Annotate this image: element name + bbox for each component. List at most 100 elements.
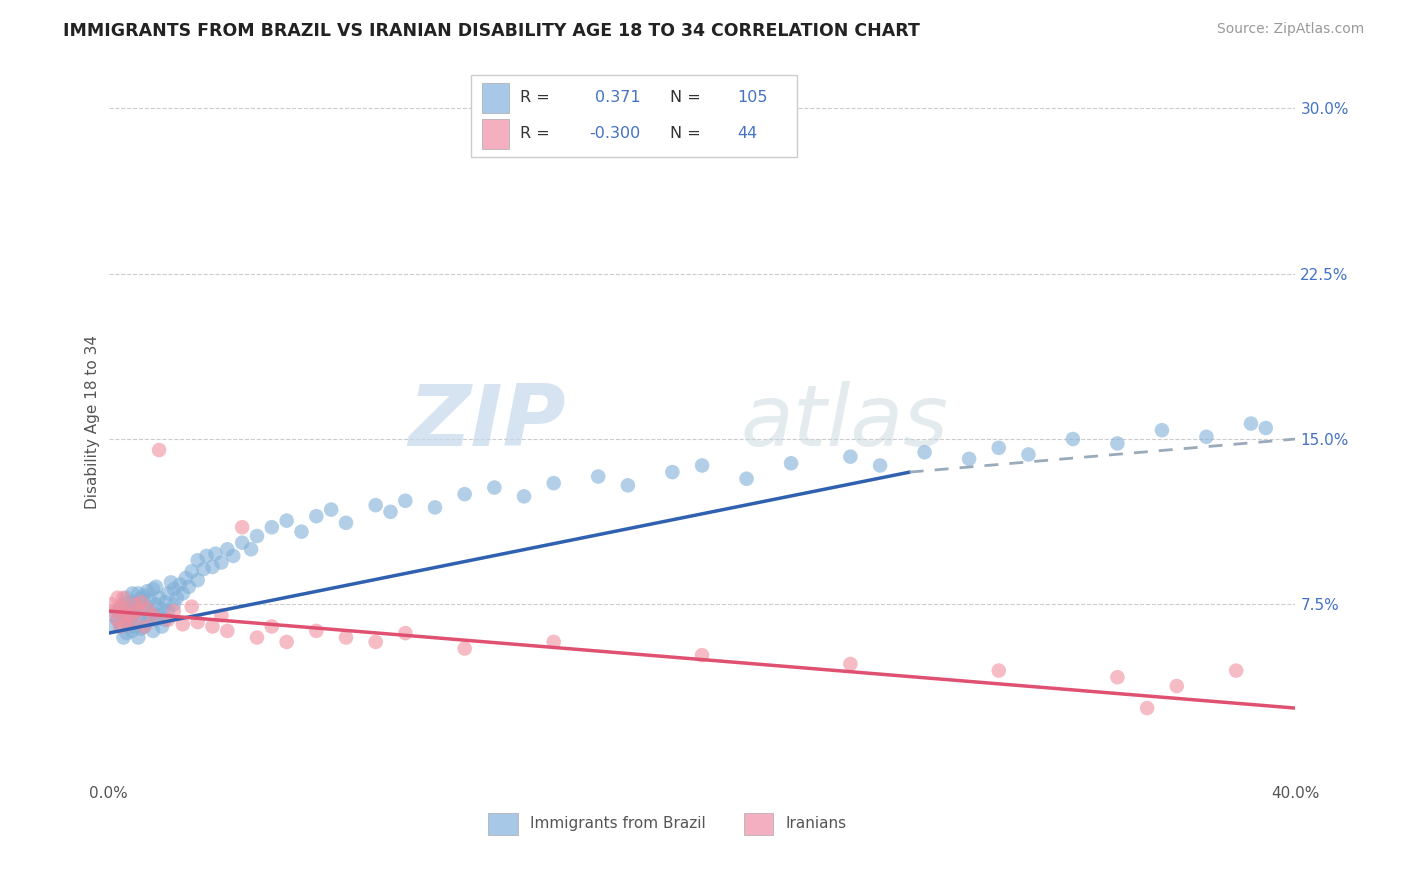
Point (246, 631, 269, 645)
Point (148, 608, 170, 623)
Point (201, 619, 224, 633)
Text: N =: N = (671, 126, 700, 141)
Point (100, 598, 122, 612)
Point (204, 547, 226, 561)
Text: atlas: atlas (741, 381, 949, 464)
Point (121, 608, 143, 623)
Point (142, 624, 165, 638)
Point (1136, 701, 1159, 715)
Point (187, 553, 209, 567)
Point (380, 505, 402, 519)
Point (134, 619, 156, 633)
Point (163, 582, 186, 596)
Point (136, 602, 159, 616)
Point (217, 542, 239, 557)
Point (661, 465, 683, 479)
Text: Source: ZipAtlas.com: Source: ZipAtlas.com (1216, 22, 1364, 37)
Point (127, 631, 149, 645)
Point (107, 613, 129, 627)
Point (110, 619, 132, 633)
Point (139, 593, 162, 607)
Point (914, 445, 936, 459)
Point (118, 608, 141, 623)
Point (453, 641, 475, 656)
Point (690, 458, 713, 473)
Point (150, 619, 173, 633)
Point (1225, 664, 1247, 678)
Point (839, 657, 862, 671)
Point (543, 635, 565, 649)
Point (290, 524, 312, 539)
Point (1107, 436, 1129, 450)
Point (1150, 423, 1173, 437)
Point (156, 586, 179, 600)
Point (142, 607, 165, 621)
Point (1017, 447, 1039, 461)
Text: N =: N = (671, 90, 700, 105)
Point (115, 602, 138, 616)
Text: -0.300: -0.300 (589, 126, 641, 141)
Point (150, 602, 173, 616)
Point (145, 580, 167, 594)
Point (305, 509, 328, 524)
Point (163, 598, 186, 612)
Point (869, 458, 891, 473)
Point (136, 615, 159, 629)
Point (115, 626, 138, 640)
Text: R =: R = (520, 90, 550, 105)
Point (172, 586, 194, 600)
Point (209, 608, 232, 623)
Point (145, 613, 167, 627)
Point (586, 469, 609, 483)
Point (839, 450, 862, 464)
Point (121, 613, 143, 627)
Point (174, 571, 197, 585)
Point (240, 542, 263, 557)
Point (222, 549, 245, 563)
Point (118, 613, 141, 627)
Point (780, 456, 803, 470)
Point (423, 500, 446, 515)
Point (1240, 417, 1263, 431)
Point (127, 599, 149, 614)
Point (115, 608, 138, 623)
Point (260, 619, 283, 633)
Point (112, 631, 135, 645)
Point (617, 478, 640, 492)
Point (166, 591, 188, 605)
Point (118, 619, 141, 633)
Point (187, 573, 209, 587)
Point (193, 562, 215, 576)
Point (148, 443, 170, 458)
Point (107, 604, 129, 618)
Point (735, 472, 758, 486)
Bar (488, 814, 517, 835)
Point (394, 493, 416, 508)
Bar (482, 83, 509, 112)
Point (335, 516, 357, 530)
Point (134, 619, 156, 633)
Point (100, 619, 122, 633)
Point (335, 631, 357, 645)
Bar (482, 119, 509, 149)
Point (124, 595, 146, 609)
Text: ZIP: ZIP (408, 381, 565, 464)
Point (110, 619, 132, 633)
Point (160, 575, 183, 590)
Point (163, 604, 186, 618)
Point (209, 556, 232, 570)
Point (124, 604, 146, 618)
Y-axis label: Disability Age 18 to 34: Disability Age 18 to 34 (86, 335, 100, 509)
Point (1254, 421, 1277, 435)
FancyBboxPatch shape (471, 75, 797, 157)
Point (180, 565, 202, 579)
Point (115, 617, 138, 632)
Point (321, 502, 343, 516)
Point (112, 598, 135, 612)
Point (276, 635, 298, 649)
Bar (744, 814, 773, 835)
Point (513, 489, 536, 503)
Text: IMMIGRANTS FROM BRAZIL VS IRANIAN DISABILITY AGE 18 TO 34 CORRELATION CHART: IMMIGRANTS FROM BRAZIL VS IRANIAN DISABI… (63, 22, 920, 40)
Point (217, 624, 239, 638)
Point (121, 599, 143, 614)
